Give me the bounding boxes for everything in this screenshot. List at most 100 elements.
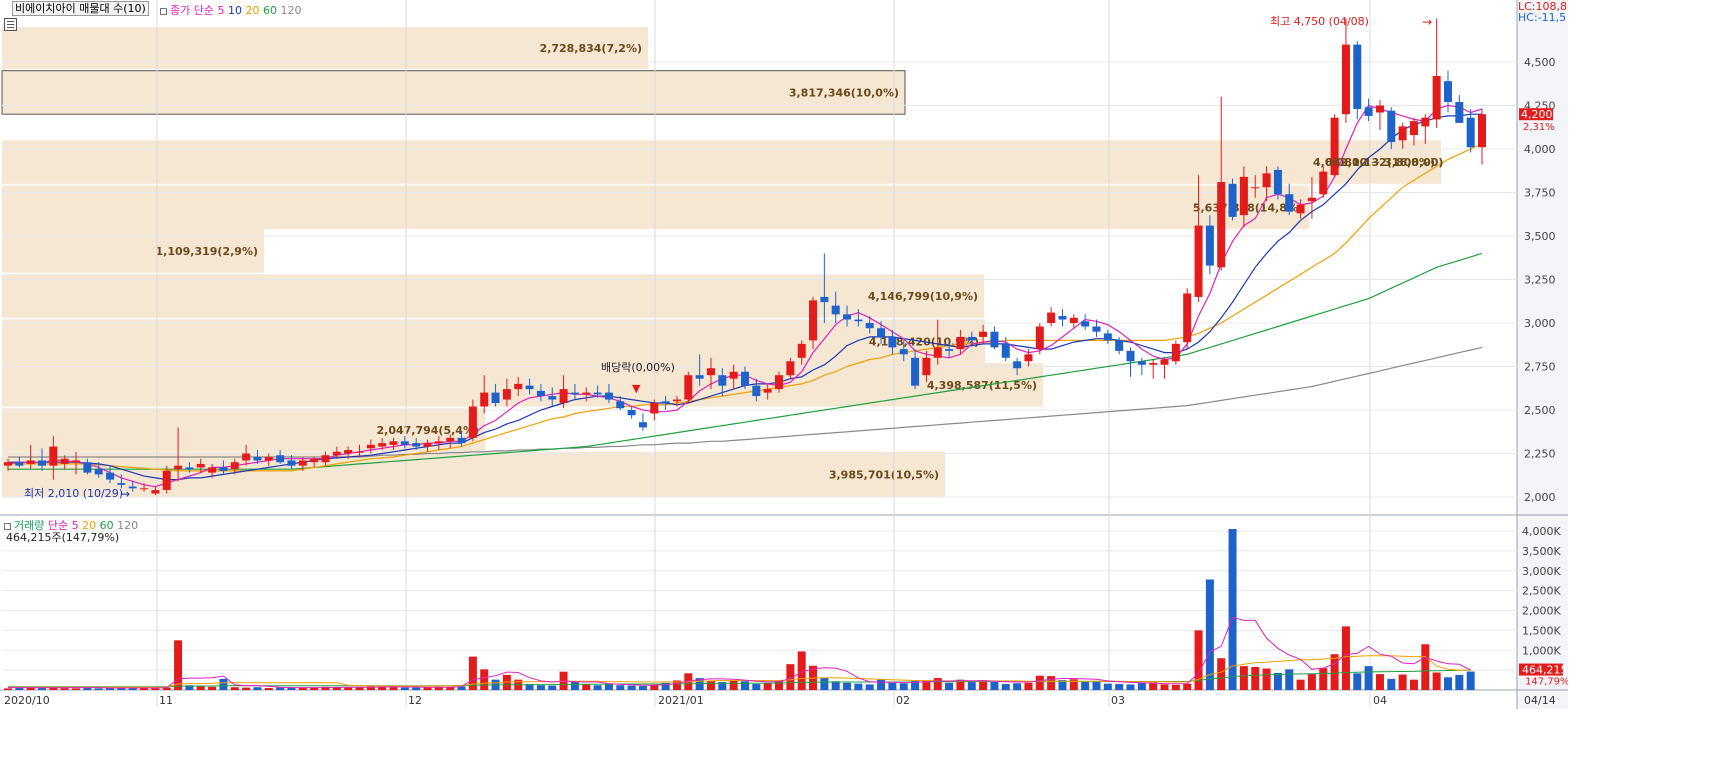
volume-profile-band [2, 274, 984, 318]
volume-bar [536, 685, 545, 690]
volume-bar [570, 682, 579, 690]
volume-bar [729, 680, 738, 690]
date-label: 03 [1111, 694, 1125, 707]
candle-body [106, 472, 115, 480]
low-arrow-icon: → [120, 487, 130, 501]
candle-body [332, 451, 341, 456]
candle-body [979, 331, 988, 337]
volume-legend-5: 5 [71, 519, 79, 532]
candle-body [94, 469, 103, 475]
candle-body [684, 375, 693, 400]
price-volume-chart[interactable]: 2,728,834(7,2%) 3,817,346(10,0%) 6,081,132… [0, 0, 1570, 709]
candle-body [831, 305, 840, 315]
candle-body [389, 441, 398, 445]
price-tick-label: 3,750 [1524, 187, 1556, 200]
volume-profile-band [2, 140, 1441, 184]
volume-bar [1443, 677, 1452, 690]
candle-body [1273, 169, 1282, 195]
volume-bar [400, 687, 409, 690]
volume-bar [1001, 684, 1010, 690]
candle-body [843, 314, 852, 320]
volume-bar [446, 687, 455, 690]
price-tick-label: 3,500 [1524, 230, 1556, 243]
volume-bar [1081, 681, 1090, 690]
volume-bar [638, 686, 647, 690]
ma-legend[interactable]: 종가 단순 5 10 20 60 120 [160, 2, 301, 18]
volume-bar [434, 686, 443, 690]
volume-bar [1013, 683, 1022, 690]
volume-bar [128, 688, 137, 690]
volume-bar [1285, 669, 1294, 690]
chart-window: 2,728,834(7,2%) 3,817,346(10,0%) 6,081,132… [0, 0, 1570, 709]
volume-tick-label: 1,500K [1522, 624, 1561, 637]
candle-body [480, 392, 489, 407]
volume-bar [196, 686, 205, 690]
volume-bar [899, 683, 908, 690]
volume-bar [4, 688, 12, 690]
volume-bar [990, 682, 999, 690]
volume-bar [661, 682, 670, 690]
candle-body [1262, 173, 1271, 188]
volume-legend[interactable]: 거래량 단순 5 20 60 120 [4, 517, 138, 533]
candle-body [899, 349, 908, 355]
date-label: 12 [408, 694, 422, 707]
volume-bar [1194, 630, 1203, 690]
volume-bar [1307, 674, 1316, 690]
candle-body [15, 462, 24, 466]
volume-bar [933, 678, 942, 690]
dividend-arrow-icon: ▼ [632, 382, 641, 395]
candle-body [1171, 343, 1180, 362]
volume-bar [1115, 684, 1124, 690]
volume-profile-label: 3,985,701(10,5%) [829, 468, 939, 481]
volume-bar [888, 682, 897, 690]
candle-body [1409, 121, 1418, 136]
chart-title[interactable]: 비에이치아이 매물대 수(10) [12, 1, 149, 16]
volume-tick-label: 3,000K [1522, 565, 1561, 578]
volume-bar [219, 678, 228, 690]
volume-bar [1069, 679, 1078, 690]
volume-ma5-line [8, 616, 1471, 689]
candle-body [1069, 317, 1078, 323]
volume-legend-label: 거래량 [14, 519, 45, 532]
low-annotation: 최저 2,010 (10/29) [24, 487, 123, 500]
volume-profile-label: 2,047,794(5,4%) [377, 424, 480, 437]
volume-bar [355, 687, 364, 690]
candle-body [1115, 340, 1124, 351]
price-tick-label: 2,000 [1524, 491, 1556, 504]
price-tick-label: 3,000 [1524, 317, 1556, 330]
candle-body [650, 403, 659, 414]
ma-legend-label: 종가 단순 [170, 4, 214, 17]
date-label: 02 [896, 694, 910, 707]
candle-body [809, 300, 818, 341]
candle-body [1443, 81, 1452, 103]
price-tick-label: 3,250 [1524, 274, 1556, 287]
candle-body [1330, 117, 1339, 176]
price-tick-label: 4,000 [1524, 143, 1556, 156]
volume-bar [843, 682, 852, 690]
candle-body [1307, 197, 1316, 202]
volume-bar [650, 684, 659, 690]
candle-body [1183, 293, 1192, 343]
volume-bar [208, 686, 217, 690]
volume-legend-ma-label: 단순 [47, 519, 69, 532]
volume-profile-label: 2,728,834(7,2%) [540, 42, 643, 55]
candle-body [854, 319, 863, 322]
volume-bar [1103, 683, 1112, 690]
candle-body [287, 460, 296, 466]
table-icon[interactable] [4, 18, 17, 31]
volume-bar [1466, 671, 1475, 690]
ma-legend-10: 10 [227, 4, 242, 17]
candle-body [1001, 343, 1010, 358]
volume-bar [310, 688, 319, 690]
candle-body [457, 437, 466, 444]
current-change-value: 2,31% [1523, 122, 1555, 133]
candle-body [298, 460, 307, 466]
current-price-marker [1519, 108, 1553, 121]
volume-bar [525, 684, 534, 690]
price-tick-label: 2,750 [1524, 361, 1556, 374]
date-label: 2020/10 [4, 694, 50, 707]
volume-bar [979, 680, 988, 690]
candle-body [1228, 183, 1237, 217]
volume-bar [321, 686, 330, 690]
volume-bar [911, 680, 920, 690]
